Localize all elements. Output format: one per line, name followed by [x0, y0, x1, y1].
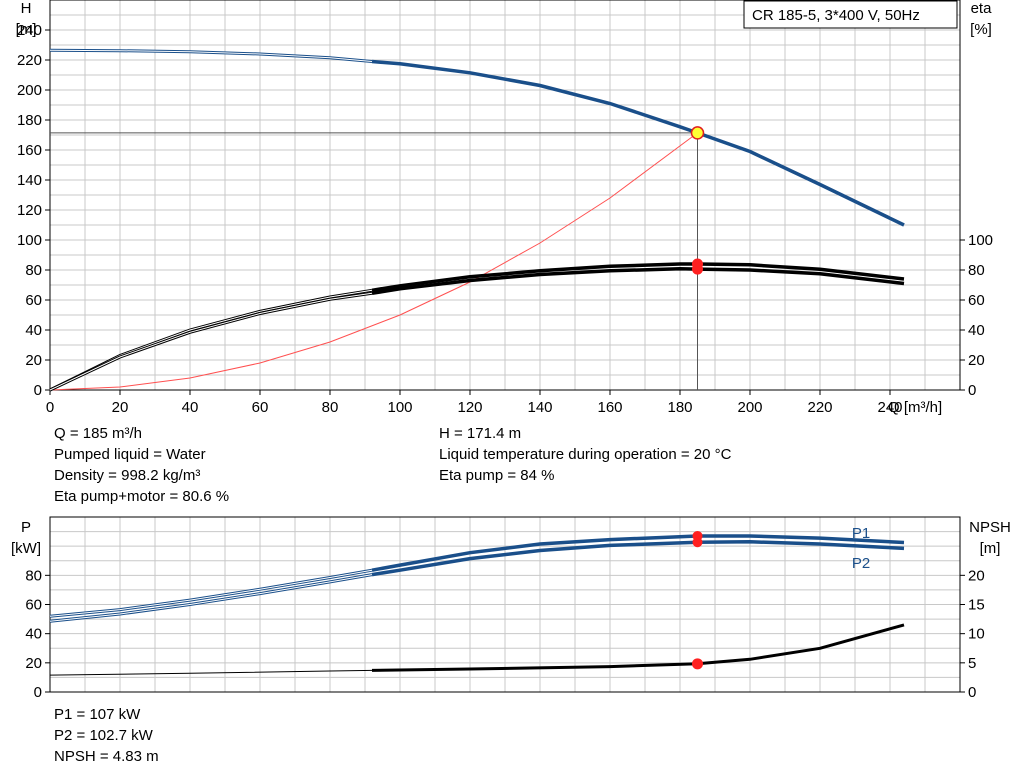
bottom-ylabel-p: P: [21, 519, 31, 536]
bottom-ytick-label: 40: [25, 626, 42, 643]
p2-curve: [49, 540, 905, 623]
top-ytick-label: 0: [34, 382, 42, 399]
top-xtick-label: 40: [182, 399, 199, 416]
npsh-curve: [49, 623, 905, 676]
p2-point-marker: [692, 537, 703, 548]
top-ytick-label: 240: [17, 22, 42, 39]
title-box: [743, 0, 958, 29]
top-ytick-label: 160: [17, 142, 42, 159]
bottom-y2label-unit: [m]: [980, 540, 1001, 557]
bottom-ytick-label: 80: [25, 567, 42, 584]
eta-total-curve-extension-inner: [49, 292, 373, 391]
top-ytick-label: 100: [17, 232, 42, 249]
top-xtick-label: 140: [527, 399, 552, 416]
top-xtick-label: 80: [322, 399, 339, 416]
head-curve: [49, 48, 905, 227]
top-xtick-label: 240: [877, 399, 902, 416]
bottom-y2tick-label: 15: [968, 597, 985, 614]
info-flow: Q = 185 m³/h: [54, 425, 142, 442]
info-bottom: P1 = 107 kW P2 = 102.7 kW NPSH = 4.83 m: [54, 704, 159, 767]
bottom-ytick-label: 60: [25, 597, 42, 614]
bottom-y2tick-label: 20: [968, 567, 985, 584]
info-eta-pump-motor: Eta pump+motor = 80.6 %: [54, 488, 230, 505]
bottom-ytick-label: 0: [34, 684, 42, 701]
p2-curve-extension-inner: [49, 574, 373, 622]
p1-curve: [49, 534, 905, 618]
info-p2: P2 = 102.7 kW: [54, 727, 153, 744]
top-grid: [49, 0, 961, 391]
system-curve: [49, 132, 698, 391]
top-xtick-label: 160: [597, 399, 622, 416]
top-xtick-label: 60: [252, 399, 269, 416]
bottom-ytick-label: 20: [25, 655, 42, 672]
top-ytick-label: 200: [17, 82, 42, 99]
p2-series-label: P2: [852, 555, 870, 572]
top-y2tick-label: 0: [968, 382, 976, 399]
p1-curve-operating-range: [371, 534, 905, 572]
head-curve-extension-inner: [49, 49, 373, 62]
eta-pump-curve: [49, 262, 905, 392]
top-y2tick-label: 80: [968, 262, 985, 279]
p2-curve-operating-range: [371, 540, 905, 577]
top-ytick-label: 180: [17, 112, 42, 129]
info-npsh: NPSH = 4.83 m: [54, 748, 159, 765]
top-ytick-label: 220: [17, 52, 42, 69]
bottom-y2label-npsh: NPSH: [969, 519, 1011, 536]
bottom-y2tick-label: 5: [968, 655, 976, 672]
info-p1: P1 = 107 kW: [54, 706, 141, 723]
system-curve: [49, 132, 698, 391]
info-density: Density = 998.2 kg/m³: [54, 467, 201, 484]
top-y2tick-label: 60: [968, 292, 985, 309]
top-ylabel-unit: [m]: [16, 21, 37, 38]
p1-curve-extension-outline: [49, 568, 373, 618]
chart-title: CR 185-5, 3*400 V, 50Hz: [752, 7, 920, 24]
eta-point-marker: [692, 263, 703, 275]
top-y2tick-label: 40: [968, 322, 985, 339]
info-head: H = 171.4 m: [439, 425, 522, 442]
top-plot-frame: [49, 0, 961, 391]
npsh-point-marker: [692, 658, 703, 670]
top-y2label-eta: eta: [971, 0, 993, 17]
npsh-curve-operating-range: [371, 623, 905, 672]
info-temperature: Liquid temperature during operation = 20…: [439, 446, 732, 463]
top-ytick-label: 20: [25, 352, 42, 369]
top-ytick-label: 80: [25, 262, 42, 279]
bottom-ylabel-unit: [kW]: [11, 540, 41, 557]
top-xtick-label: 0: [46, 399, 54, 416]
info-eta-pump: Eta pump = 84 %: [439, 467, 555, 484]
info-liquid: Pumped liquid = Water: [54, 446, 206, 463]
duty-point-marker: [690, 126, 705, 140]
bottom-y2tick-label: 0: [968, 684, 976, 701]
npsh-curve-extension: [49, 669, 373, 676]
top-xtick-label: 200: [737, 399, 762, 416]
top-ytick-label: 40: [25, 322, 42, 339]
top-y2label-unit: [%]: [970, 21, 992, 38]
eta-total-curve-operating-range: [371, 267, 905, 296]
info-top-left: Q = 185 m³/h Pumped liquid = Water Densi…: [54, 423, 229, 507]
p1-curve-extension-inner: [49, 569, 373, 617]
top-ylabel-h: H: [21, 0, 32, 17]
top-xtick-label: 180: [667, 399, 692, 416]
eta-pump-curve-operating-range: [371, 262, 905, 293]
top-y2tick-label: 100: [968, 232, 993, 249]
info-top-right: H = 171.4 m Liquid temperature during op…: [439, 423, 731, 486]
bottom-y2tick-label: 10: [968, 626, 985, 643]
top-xtick-label: 20: [112, 399, 129, 416]
top-y2tick-label: 20: [968, 352, 985, 369]
top-ytick-label: 140: [17, 172, 42, 189]
top-xtick-label: 100: [387, 399, 412, 416]
top-ytick-label: 120: [17, 202, 42, 219]
head-curve-operating-range: [371, 59, 905, 227]
top-xtick-label: 220: [807, 399, 832, 416]
p1-series-label: P1: [852, 525, 870, 542]
top-ytick-label: 60: [25, 292, 42, 309]
top-xtick-label: 120: [457, 399, 482, 416]
eta-total-curve: [49, 267, 905, 392]
top-xlabel: Q [m³/h]: [888, 399, 942, 416]
